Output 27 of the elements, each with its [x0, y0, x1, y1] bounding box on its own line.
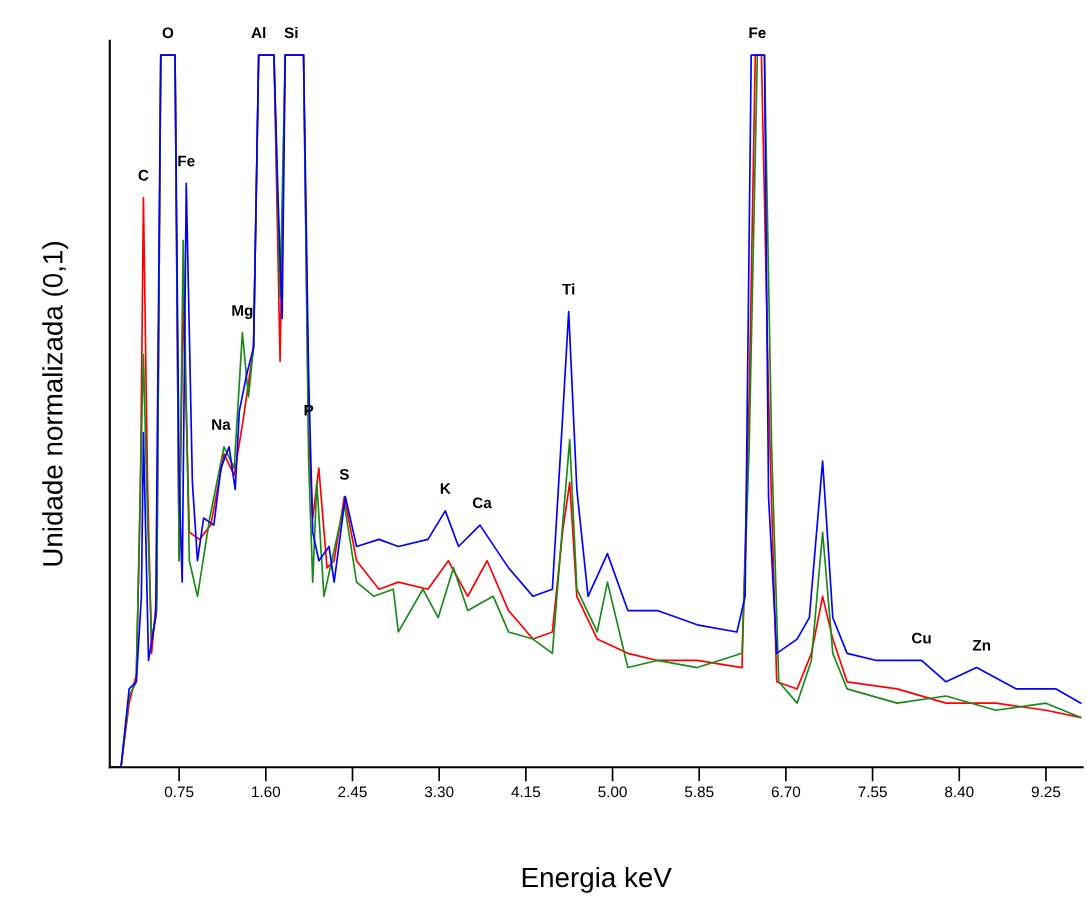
- annotation: Mg: [232, 305, 253, 319]
- x-tick-label: 2.45: [338, 786, 367, 798]
- x-tick-label: 6.70: [771, 786, 801, 798]
- annotation: S: [339, 468, 349, 480]
- annotation: K: [440, 483, 451, 494]
- annotation: Fe: [178, 155, 195, 167]
- annotation: Ca: [472, 497, 492, 509]
- annotation: Al: [251, 26, 266, 39]
- x-tick-label: 9.25: [1031, 786, 1061, 798]
- x-tick-label: 8.40: [945, 786, 974, 798]
- x-tick-label: 5.85: [684, 786, 714, 798]
- annotation: O: [162, 27, 174, 39]
- annotation: Cu: [911, 632, 931, 644]
- x-tick-label: 3.30: [424, 786, 454, 798]
- annotation: Na: [212, 419, 231, 430]
- annotation: C: [138, 169, 149, 181]
- x-tick-label: 7.55: [858, 786, 887, 798]
- y-axis-title: Unidade normalizada (0,1): [42, 242, 69, 566]
- x-tick-label: 1.60: [252, 786, 281, 798]
- x-tick-label: 4.15: [511, 786, 541, 798]
- x-tick-label: 0.75: [164, 786, 194, 798]
- x-tick-label: 5.00: [598, 786, 627, 798]
- annotation: Si: [284, 26, 298, 39]
- annotation: Zn: [972, 639, 991, 651]
- x-axis-title: Energia keV: [522, 866, 672, 893]
- annotation: Ti: [562, 283, 575, 295]
- annotation: Fe: [749, 27, 766, 39]
